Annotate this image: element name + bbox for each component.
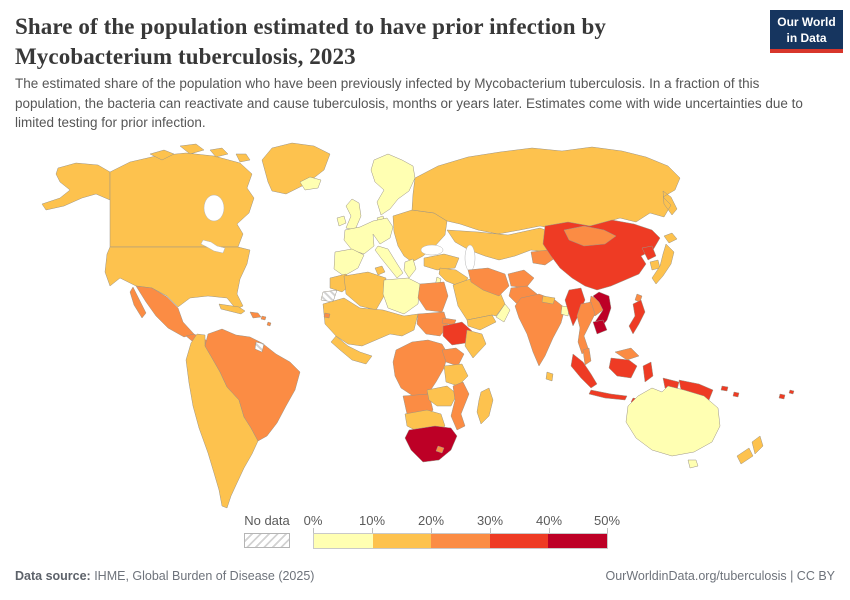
legend-color-bar: 0% 10% 20% 30% 40% 50% — [304, 512, 620, 552]
map-region-sri-lanka[interactable] — [545, 371, 554, 382]
map-region-australia[interactable] — [625, 385, 721, 457]
map-region-nepal[interactable] — [541, 295, 556, 305]
map-region-algeria[interactable] — [343, 265, 387, 311]
map-region-myanmar[interactable] — [564, 287, 586, 327]
data-source-value: IHME, Global Burden of Disease (2025) — [90, 569, 315, 583]
map-region-mozambique[interactable] — [450, 381, 470, 431]
map-legend: No data 0% 10% 20% 30% 40% 50% — [0, 512, 850, 554]
map-region-cambodia[interactable] — [592, 319, 608, 335]
page-footer: Data source: IHME, Global Burden of Dise… — [15, 569, 835, 583]
map-region-united-kingdom[interactable] — [345, 198, 362, 231]
caspian-sea-water — [464, 244, 476, 272]
legend-segment-40-50[interactable] — [548, 534, 607, 548]
map-region-south-africa[interactable] — [404, 425, 458, 463]
map-region-south-america-north-brazil[interactable] — [204, 328, 301, 442]
map-region-japan[interactable] — [651, 232, 678, 285]
map-region-russia[interactable] — [411, 146, 681, 235]
map-region-afghanistan[interactable] — [507, 269, 535, 289]
map-region-west-africa-sahel[interactable] — [322, 297, 419, 365]
map-region-french-guiana[interactable] — [254, 341, 265, 353]
map-region-turkey[interactable] — [423, 253, 460, 271]
map-region-iran[interactable] — [467, 267, 510, 297]
world-choropleth-map — [0, 136, 850, 516]
map-region-north-korea[interactable] — [641, 245, 657, 261]
map-region-philippines[interactable] — [628, 299, 646, 335]
map-region-sudan[interactable] — [416, 311, 449, 337]
legend-segment-10-20[interactable] — [372, 534, 432, 548]
map-region-usa[interactable] — [104, 246, 251, 310]
map-region-mongolia[interactable] — [563, 225, 617, 247]
legend-segment-20-30[interactable] — [431, 534, 490, 548]
legend-tick-20: 20% — [417, 513, 445, 528]
map-region-western-sahara[interactable] — [320, 289, 338, 303]
map-region-oman[interactable] — [495, 303, 511, 323]
map-region-fiji[interactable] — [778, 389, 795, 400]
owid-footer-link[interactable]: OurWorldinData.org/tuberculosis | CC BY — [605, 569, 836, 583]
owid-logo[interactable]: Our World in Data — [770, 10, 843, 53]
legend-tick-50: 50% — [593, 513, 621, 528]
map-region-hispaniola[interactable] — [249, 311, 262, 319]
map-region-tasmania[interactable] — [687, 459, 699, 469]
map-region-central-africa[interactable] — [392, 339, 449, 397]
map-region-zambia-zimbabwe[interactable] — [426, 385, 458, 407]
map-region-yemen[interactable] — [466, 314, 497, 331]
map-region-greece[interactable] — [403, 258, 417, 279]
map-region-eastern-europe[interactable] — [392, 209, 448, 263]
legend-no-data-swatch[interactable] — [244, 533, 290, 548]
page-subtitle: The estimated share of the population wh… — [15, 76, 803, 131]
map-region-ireland[interactable] — [336, 215, 347, 227]
legend-tick-0: 0% — [303, 513, 323, 528]
map-region-libya[interactable] — [382, 277, 421, 315]
legend-tick-40: 40% — [535, 513, 563, 528]
map-region-canada[interactable] — [109, 152, 255, 248]
owid-logo-line1: Our World — [777, 15, 836, 29]
map-region-kyrgyzstan-tajikistan[interactable] — [530, 249, 556, 266]
map-region-alaska[interactable] — [41, 162, 111, 211]
map-region-thailand[interactable] — [576, 301, 596, 355]
map-region-caribbean-islands[interactable] — [260, 315, 272, 327]
black-sea-water — [420, 244, 444, 256]
map-region-lesotho[interactable] — [435, 445, 445, 454]
legend-tick-10: 10% — [358, 513, 386, 528]
map-region-scandinavia[interactable] — [370, 153, 416, 216]
legend-segment-0-10[interactable] — [314, 534, 373, 548]
hudson-bay-water — [203, 194, 225, 222]
map-region-canada-arctic-islands[interactable] — [149, 143, 251, 163]
map-region-melanesia[interactable] — [720, 385, 740, 398]
legend-segment-30-40[interactable] — [489, 534, 549, 548]
map-region-india[interactable] — [514, 293, 566, 367]
map-region-egypt[interactable] — [417, 281, 449, 313]
map-region-guinea-bissau[interactable] — [323, 312, 331, 319]
map-region-malaysia[interactable] — [582, 347, 640, 366]
map-region-iberia[interactable] — [333, 248, 365, 277]
map-region-somalia[interactable] — [464, 329, 487, 359]
map-region-new-zealand[interactable] — [736, 435, 764, 465]
map-region-madagascar[interactable] — [476, 387, 494, 425]
legend-no-data-label: No data — [244, 513, 290, 528]
map-region-greenland[interactable] — [261, 142, 331, 195]
map-region-uganda-kenya[interactable] — [441, 347, 465, 367]
page-title: Share of the population estimated to hav… — [15, 14, 607, 69]
map-region-cuba[interactable] — [218, 303, 246, 315]
owid-logo-line2: in Data — [786, 30, 827, 45]
legend-tick-30: 30% — [476, 513, 504, 528]
data-source-label: Data source: — [15, 569, 91, 583]
data-source-text: Data source: IHME, Global Burden of Dise… — [15, 569, 314, 583]
great-lakes-water — [200, 239, 226, 254]
map-region-iceland[interactable] — [299, 176, 322, 191]
map-region-tanzania[interactable] — [443, 363, 469, 387]
